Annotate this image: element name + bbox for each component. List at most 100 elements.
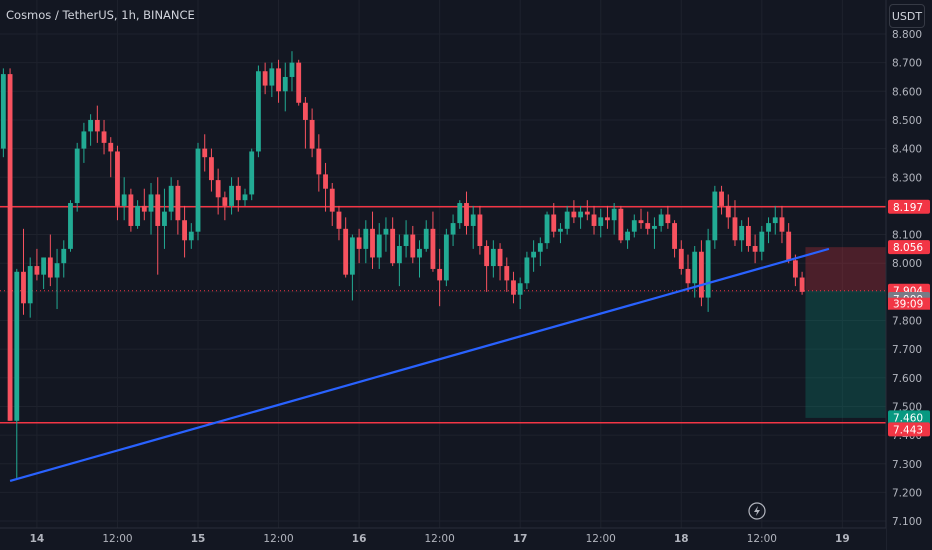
candle [168,177,174,221]
candle [517,277,523,310]
candle-body [0,74,6,149]
candle [712,185,718,249]
candle-body [309,119,315,149]
candle-body [128,194,134,226]
candle-body [678,248,684,269]
candle-body [68,203,73,249]
candle [464,191,469,235]
candle [356,228,362,264]
candle [484,240,490,292]
candle [282,62,288,112]
candle [537,237,543,267]
candle-body [155,194,161,226]
candle-body [61,248,67,264]
candle [88,114,94,146]
lightning-icon-ring [748,502,766,520]
candle-body [578,211,584,218]
candle [792,254,798,287]
candle [349,234,355,301]
candle [302,97,308,149]
candle [14,268,20,479]
candle-body [135,205,141,226]
price-scale-background [886,0,932,550]
candle [531,240,537,272]
candle-body [705,240,711,298]
candle [175,180,181,235]
candle [430,211,436,272]
position-stop-zone [805,247,886,291]
candle [229,177,234,215]
candle-body [54,263,60,278]
candle-body [121,194,127,206]
candle-body [34,266,40,275]
candle [182,205,187,258]
candle-body [141,205,147,212]
y-tick-label: 8.300 [892,172,922,184]
candle-body [430,228,436,269]
candle-body [289,62,295,77]
candle-body [524,257,530,284]
price-tag-label: 7.460 [893,412,923,424]
candle-body [551,214,557,232]
candle-body [88,119,94,132]
candle [591,205,597,235]
candle-body [195,148,201,232]
candle-body [222,197,228,206]
candle [41,257,47,289]
candle-body [517,283,523,295]
candle-body [162,211,167,226]
candle-body [464,203,469,226]
candle-body [202,148,208,158]
candle [383,217,389,252]
candle-body [417,248,422,258]
candle-body [316,148,322,175]
candle [396,234,402,287]
candle-body [282,76,288,92]
candle [162,188,167,249]
candle [336,205,342,241]
candle [289,51,295,92]
x-tick-label: 16 [352,533,367,545]
candle-body [598,217,604,226]
candle [437,248,443,307]
candle [524,251,530,289]
candle-body [591,214,597,226]
candle-body [490,248,496,267]
x-tick-label: 14 [30,533,45,545]
candle-body [235,185,241,201]
candle-body [349,237,355,275]
symbol-title[interactable]: Cosmos / TetherUS, 1h, BINANCE [6,8,195,22]
candle [148,182,154,235]
candle-body [457,203,463,224]
candle [47,234,53,287]
candle [779,205,785,244]
currency-button[interactable]: USDT [889,4,925,28]
time-scale-background [0,528,886,550]
price-tag [888,410,930,425]
price-tag [888,199,930,214]
y-tick-label: 8.700 [892,58,922,70]
candle [598,208,604,238]
candle [249,148,255,201]
lightning-icon[interactable] [748,502,766,520]
candle-body [14,271,20,421]
candle-body [168,185,174,212]
price-tag [888,422,930,437]
candle-body [370,228,375,258]
candle-body [792,260,798,278]
candle [256,65,261,158]
candle-body [81,131,87,149]
candle-body [94,119,100,132]
candle [759,225,765,261]
candle-body [182,220,187,241]
candle-body [759,231,765,252]
candle [215,168,221,215]
countdown-tag [888,297,930,310]
candle-body [531,251,537,258]
candle [188,223,194,249]
candle-body [269,68,275,86]
candle [571,200,577,224]
candle [497,243,503,281]
candle-body [658,214,664,226]
